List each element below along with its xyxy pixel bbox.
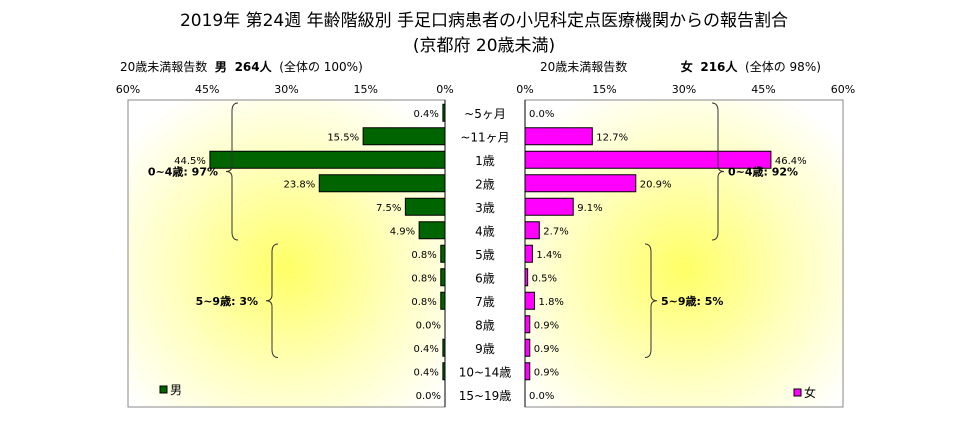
male-group-brace [225,102,239,241]
chart-title: 2019年 第24週 年齢階級別 手足口病患者の小児科定点医療機関からの報告割合 [179,11,789,31]
female-bar [524,291,536,310]
male-data-label: 0.4% [413,344,438,355]
male-header-count: 264人 [234,60,272,74]
female-data-label: 2.7% [543,226,568,237]
female-tick-label: 0% [516,83,533,96]
female-bar [524,127,593,146]
male-data-label: 7.5% [376,203,401,214]
female-legend-swatch [793,388,802,397]
male-bar [209,150,446,169]
category-label: ~5ヶ月 [464,107,506,121]
male-bar [440,268,446,287]
female-data-label: 1.4% [536,250,561,261]
male-bar [440,244,446,263]
male-data-label: 0.8% [411,297,436,308]
female-bar [524,315,531,334]
female-header-prefix: 20歳未満報告数 [540,60,628,74]
female-bar [524,362,531,381]
female-tick-label: 60% [831,83,855,96]
male-bar [442,338,446,357]
category-label: 8歳 [475,318,495,332]
category-label: 7歳 [475,295,495,309]
female-data-label: 0.9% [534,320,559,331]
male-legend-swatch [159,385,168,394]
male-tick-label: 15% [354,83,378,96]
female-bar [524,197,574,216]
male-bar [418,221,446,240]
male-bar [404,197,446,216]
female-group-label: 0~4歳: 92% [728,165,798,179]
male-group-label: 0~4歳: 97% [148,165,218,179]
category-label: 9歳 [475,342,495,356]
female-group-label: 5~9歳: 5% [661,294,723,308]
category-label: 10~14歳 [459,365,512,379]
male-group-brace [265,243,279,358]
female-bar [524,174,637,193]
female-tick-label: 15% [592,83,616,96]
female-data-label: 1.8% [539,297,564,308]
female-bar [524,338,531,357]
category-label: 4歳 [475,224,495,238]
male-legend-label: 男 [170,383,182,397]
female-header-share: (全体の 98%) [745,60,821,74]
chart-subtitle: (京都府 20歳未満) [412,36,556,56]
male-data-label: 0.0% [416,320,441,331]
male-bar [440,291,446,310]
female-tick-label: 45% [751,83,775,96]
female-bar [524,244,533,263]
female-data-label: 20.9% [640,179,672,190]
female-data-label: 0.5% [532,273,557,284]
male-header-share: (全体の 100%) [279,60,363,74]
category-label: 15~19歳 [459,389,512,403]
male-data-label: 0.8% [411,273,436,284]
male-tick-label: 60% [116,83,140,96]
female-bar [524,221,540,240]
female-data-label: 0.0% [529,109,554,120]
female-data-label: 0.9% [534,344,559,355]
male-data-label: 44.5% [174,156,206,167]
female-header-sex: 女 [680,60,693,74]
category-label: 6歳 [475,271,495,285]
female-bar [524,150,772,169]
female-data-label: 0.9% [534,367,559,378]
male-data-label: 0.4% [413,109,438,120]
male-data-label: 0.8% [411,250,436,261]
male-plot-area [127,99,446,408]
male-tick-label: 0% [436,83,453,96]
category-label: 1歳 [475,154,495,168]
male-bar [362,127,446,146]
male-data-label: 0.0% [416,391,441,402]
female-data-label: 0.0% [529,391,554,402]
male-data-label: 0.4% [413,367,438,378]
female-data-label: 12.7% [596,132,628,143]
male-panel-header: 20歳未満報告数 男 264人 (全体の 100%) [120,58,363,75]
male-data-label: 15.5% [327,132,359,143]
female-data-label: 9.1% [577,203,602,214]
male-tick-label: 30% [274,83,298,96]
female-panel-header: 20歳未満報告数 女 216人 (全体の 98%) [540,58,821,75]
category-label: ~11ヶ月 [460,130,509,144]
male-data-label: 23.8% [283,179,315,190]
male-header-sex: 男 [214,60,227,74]
male-header-prefix: 20歳未満報告数 [120,60,208,74]
category-label: 3歳 [475,201,495,215]
female-group-brace [711,102,725,241]
female-bar [524,268,529,287]
female-legend-label: 女 [804,385,816,400]
male-bar [442,362,446,381]
male-data-label: 4.9% [390,226,415,237]
male-group-label: 5~9歳: 3% [196,294,258,308]
category-label: 2歳 [475,177,495,191]
male-bar [442,103,446,122]
female-group-brace [644,243,658,358]
female-data-label: 46.4% [775,156,807,167]
female-header-count: 216人 [700,60,738,74]
female-tick-label: 30% [672,83,696,96]
female-plot-area [524,99,844,408]
male-bar [318,174,446,193]
category-label: 5歳 [475,248,495,262]
male-tick-label: 45% [195,83,219,96]
